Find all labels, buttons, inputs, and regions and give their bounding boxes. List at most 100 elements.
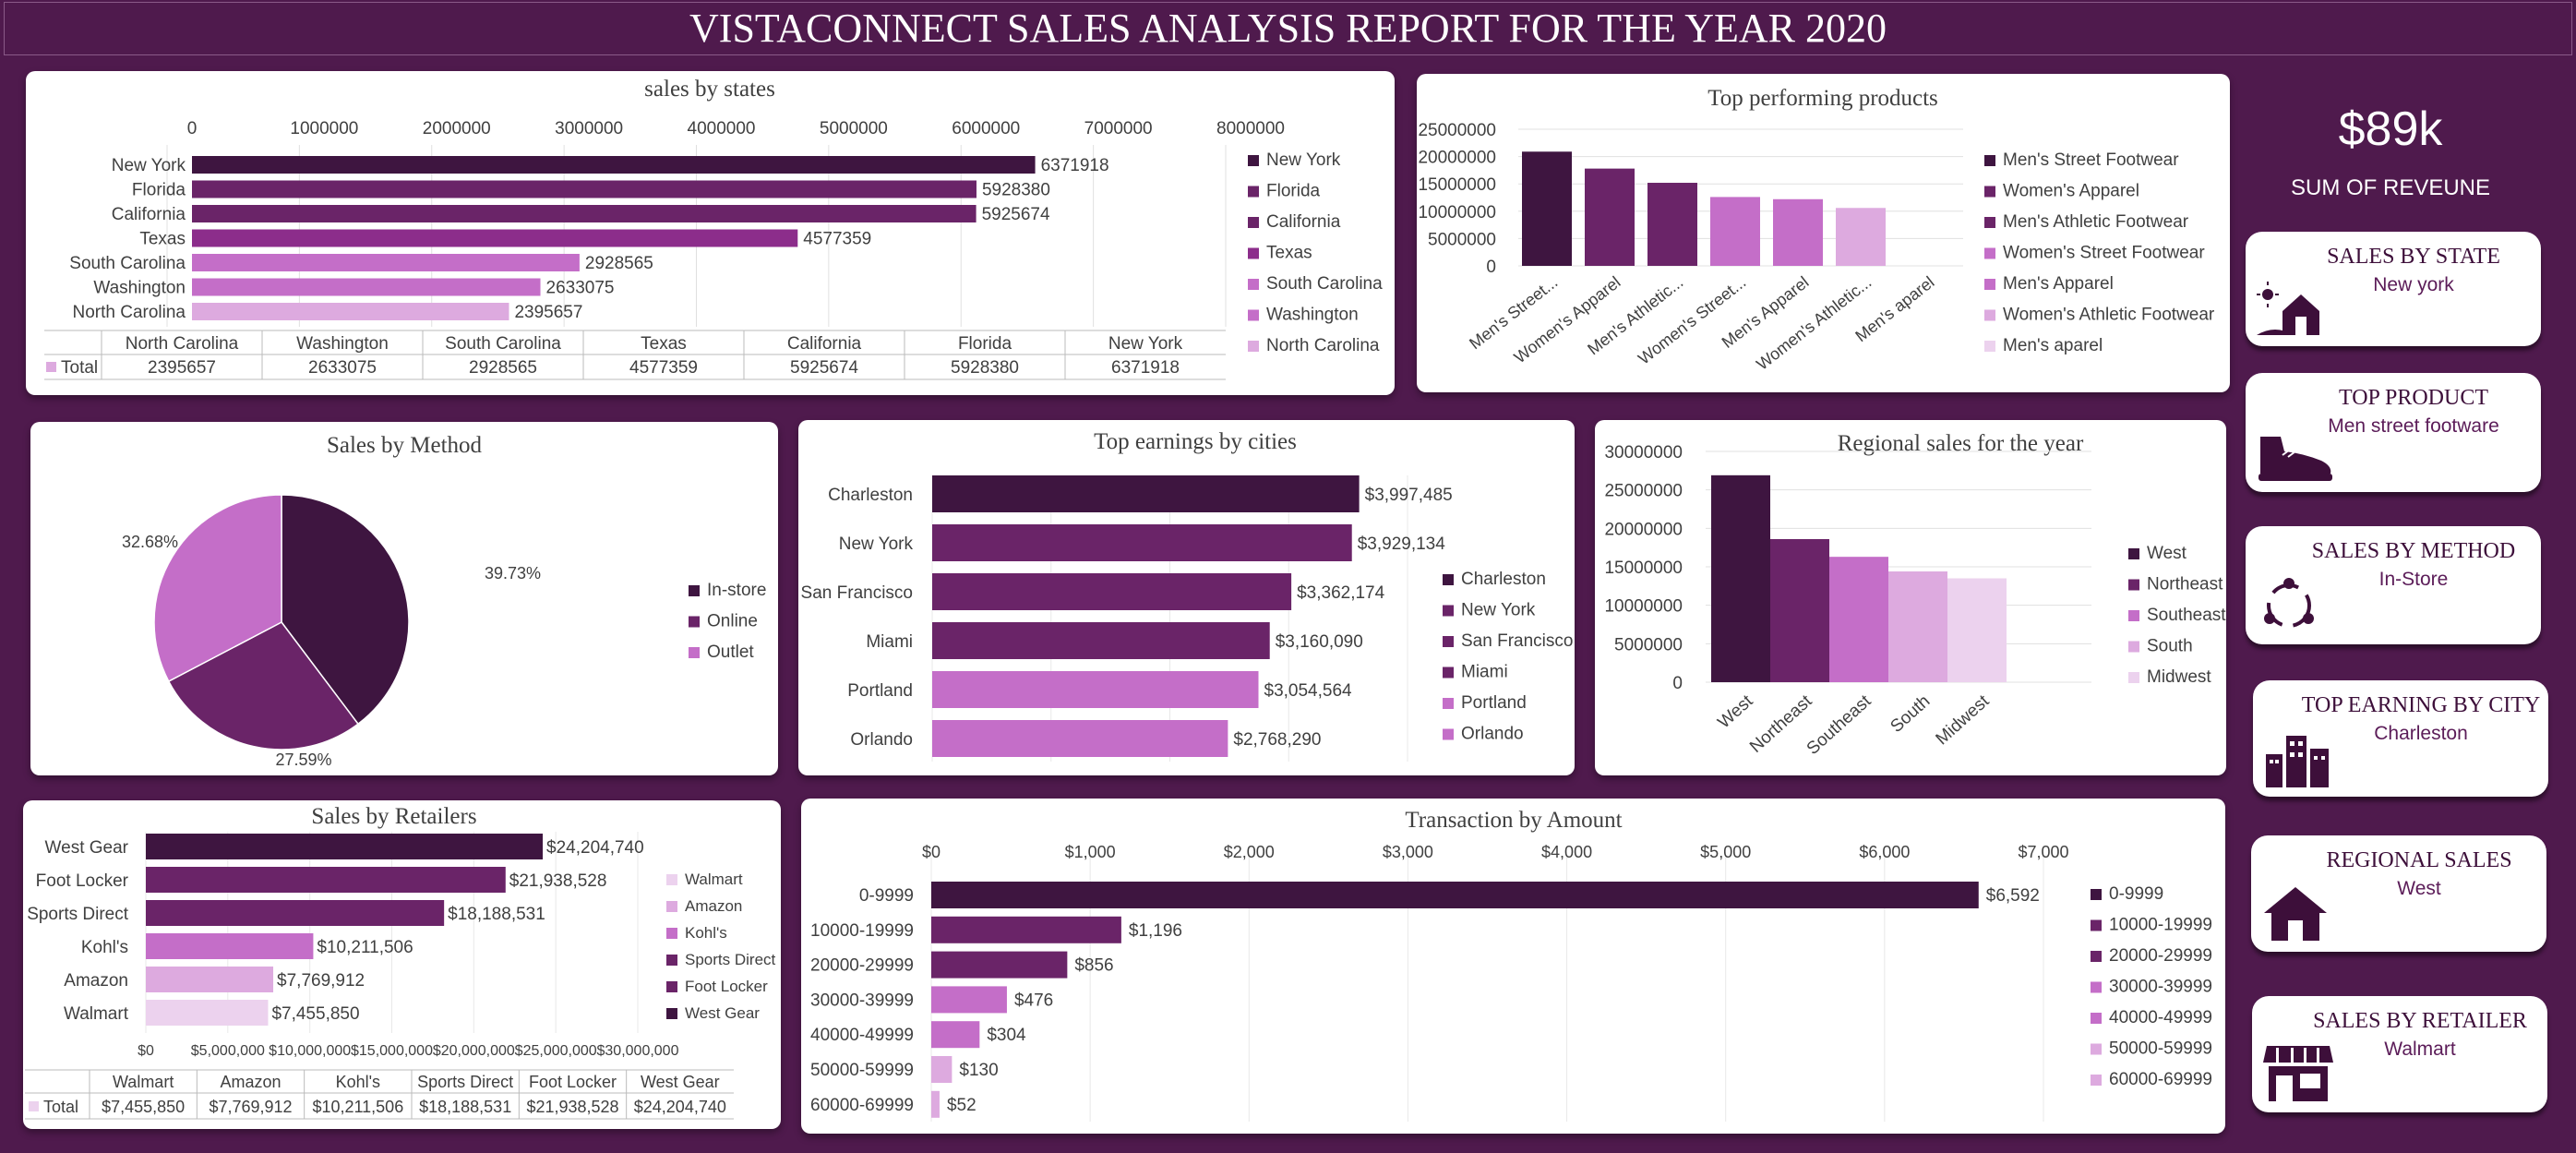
legend-swatch — [29, 1101, 39, 1111]
y-tick-label: 10000000 — [1418, 203, 1496, 222]
legend-entry: Women's Apparel — [2003, 182, 2139, 201]
y-tick-label: 20000000 — [1418, 149, 1496, 168]
category-label: New York — [839, 534, 914, 554]
legend-swatch — [666, 1008, 677, 1019]
y-tick-label: 20000000 — [1604, 520, 1683, 539]
bar — [146, 834, 544, 859]
bar — [192, 156, 1036, 174]
legend-entry: Washington — [1266, 306, 1359, 325]
legend-swatch — [1248, 186, 1259, 198]
legend-swatch — [1248, 279, 1259, 290]
report-title: VISTACONNECT SALES ANALYSIS REPORT FOR T… — [4, 2, 2572, 55]
data-label: $2,768,290 — [1233, 730, 1321, 750]
legend-swatch — [666, 981, 677, 992]
bar — [1711, 474, 1770, 682]
legend-swatch — [666, 955, 677, 966]
legend-swatch — [1248, 155, 1259, 166]
legend-swatch — [1248, 309, 1259, 321]
x-tick-label: $10,000,000 — [269, 1043, 351, 1059]
legend-entry: Texas — [1266, 244, 1312, 263]
card-sales-by-state: SALES BY STATE New york — [2246, 232, 2541, 346]
legend-swatch — [1248, 341, 1259, 352]
table-header: California — [787, 334, 862, 354]
legend-swatch — [689, 616, 700, 628]
data-label: $3,054,564 — [1264, 681, 1353, 701]
y-tick-label: 25000000 — [1604, 482, 1683, 501]
legend-swatch — [1984, 155, 1995, 166]
pie-slice — [281, 494, 410, 726]
card-top-product: TOP PRODUCT Men street footware — [2246, 373, 2541, 492]
bar — [192, 254, 580, 271]
legend-swatch — [2091, 1043, 2102, 1055]
card-title: SALES BY RETAILER — [2313, 1009, 2527, 1033]
y-tick-label: 15000000 — [1604, 558, 1683, 578]
kpi-revenue-value: $89k — [2338, 102, 2443, 156]
card-title: SALES BY STATE — [2327, 245, 2500, 269]
bar — [1770, 539, 1829, 682]
category-label: Washington — [93, 279, 186, 298]
legend-swatch — [1443, 698, 1454, 709]
data-label: $3,362,174 — [1297, 583, 1385, 603]
category-label: Florida — [132, 181, 186, 200]
legend-swatch — [666, 874, 677, 885]
legend-swatch — [1443, 728, 1454, 740]
category-label: Portland — [847, 681, 913, 701]
x-tick-label: $7,000 — [2018, 843, 2068, 861]
table-header: South Carolina — [445, 334, 561, 354]
bar — [932, 671, 1259, 708]
data-label: $304 — [987, 1026, 1026, 1045]
card-sales-by-retailer: SALES BY RETAILER Walmart — [2252, 996, 2547, 1112]
cycle-arrows-icon — [2264, 578, 2314, 628]
legend-swatch — [2128, 641, 2139, 653]
category-label: Charleston — [828, 486, 913, 505]
table-cell: $7,769,912 — [209, 1098, 292, 1116]
legend-swatch — [1984, 309, 1995, 321]
legend-entry: Sports Direct — [685, 951, 776, 968]
legend-swatch — [2128, 672, 2139, 683]
card-title: REGIONAL SALES — [2326, 848, 2512, 872]
sales-by-retailers-chart: Sales by Retailers $0 $5,000,000 $10,000,00… — [23, 800, 781, 1129]
table-header: Florida — [958, 334, 1012, 354]
data-label: 39.73% — [485, 564, 541, 583]
category-label: Women's Street... — [1635, 272, 1749, 367]
x-tick-label: $6,000 — [1859, 843, 1910, 861]
x-tick-label: 0 — [187, 119, 198, 138]
data-label: 2395657 — [514, 303, 582, 322]
bar — [1829, 557, 1888, 682]
legend-swatch — [2091, 889, 2102, 900]
y-tick-label: 25000000 — [1418, 121, 1496, 140]
category-label: West — [1714, 691, 1756, 733]
bar — [1647, 183, 1697, 266]
legend-entry: Men's Street Footwear — [2003, 150, 2179, 170]
table-header: Sports Direct — [417, 1073, 513, 1091]
legend-entry: San Francisco — [1461, 631, 1573, 651]
data-label: $476 — [1014, 991, 1053, 1010]
bar — [192, 205, 976, 222]
legend-swatch — [1984, 186, 1995, 198]
chart-title: Sales by Method — [327, 433, 483, 458]
y-tick-label: 0 — [1672, 674, 1683, 693]
data-label: 6371918 — [1041, 156, 1109, 175]
legend-entry: West — [2147, 544, 2187, 563]
chart-title: sales by states — [644, 77, 775, 102]
legend-swatch — [2091, 951, 2102, 962]
data-label: $130 — [959, 1061, 998, 1080]
legend-entry: 20000-29999 — [2109, 946, 2212, 966]
legend-swatch — [1248, 247, 1259, 259]
y-tick-label: 5000000 — [1614, 635, 1683, 655]
table-cell: $7,455,850 — [102, 1098, 185, 1116]
x-tick-label: $3,000 — [1383, 843, 1433, 861]
category-label: Walmart — [64, 1004, 129, 1024]
table-header: Washington — [296, 334, 389, 354]
legend-entry: 30000-39999 — [2109, 978, 2212, 997]
card-value: New york — [2373, 274, 2454, 295]
legend-entry: Foot Locker — [685, 978, 768, 995]
legend-swatch — [1984, 217, 1995, 228]
card-value: West — [2397, 878, 2441, 899]
chart-title: Top earnings by cities — [1094, 429, 1297, 454]
bar — [192, 229, 798, 247]
table-cell: $24,204,740 — [634, 1098, 726, 1116]
data-label: $7,455,850 — [271, 1004, 359, 1024]
bar — [932, 720, 1228, 757]
chart-title: Transaction by Amount — [1405, 808, 1622, 833]
